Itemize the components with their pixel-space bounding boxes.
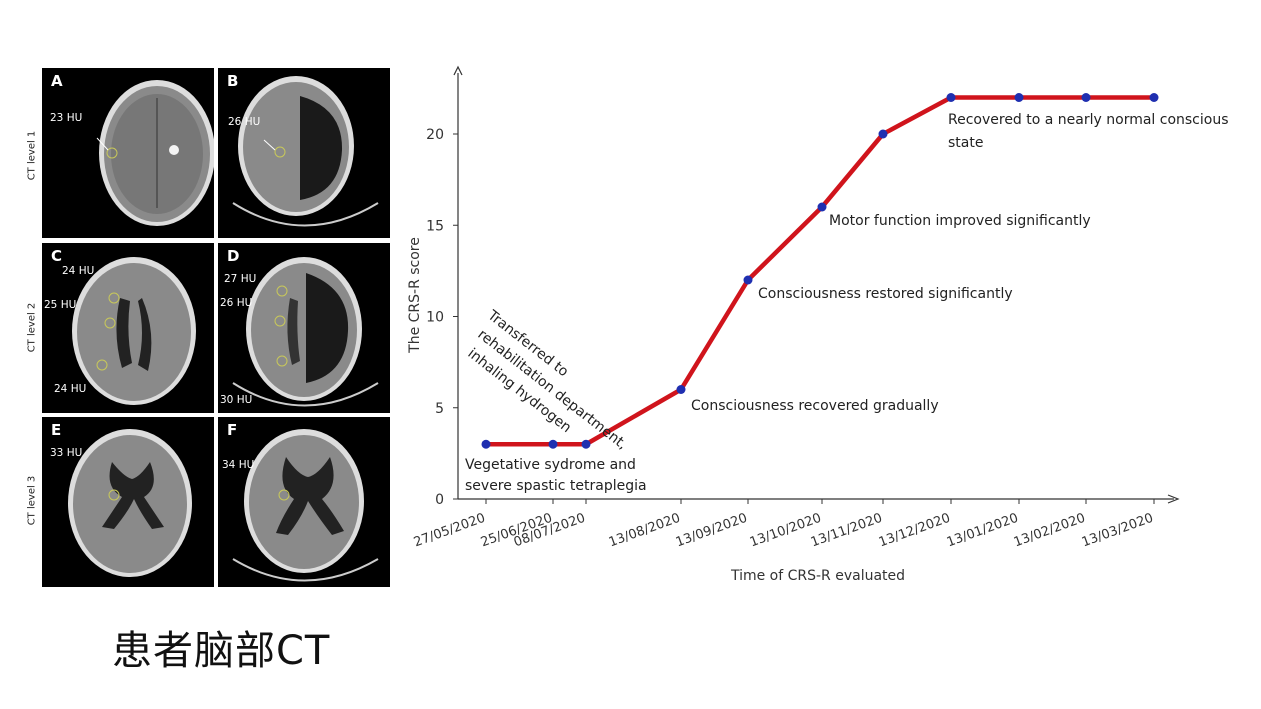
ct-panel-d: D 27 HU 26 HU 30 HU xyxy=(218,243,390,413)
data-point xyxy=(1081,93,1091,102)
data-point xyxy=(548,439,558,449)
hu-label: 24 HU xyxy=(54,383,87,395)
chart-annotation: rehabilitation department, xyxy=(475,327,630,453)
data-point xyxy=(743,275,753,285)
hu-label: 26 HU xyxy=(228,116,261,128)
ct-panel-b: B 26 HU xyxy=(218,68,390,238)
data-point xyxy=(1149,93,1159,102)
x-tick-label: 13/02/2020 xyxy=(1012,511,1088,551)
chart-annotation: Consciousness restored significantly xyxy=(758,286,1013,302)
hu-label: 24 HU xyxy=(62,265,95,277)
hu-label: 34 HU xyxy=(222,459,255,471)
x-tick-label: 13/12/2020 xyxy=(877,511,953,551)
panel-letter: A xyxy=(51,72,63,90)
row-label-ct-level-2: CT level 2 xyxy=(26,302,38,353)
x-axis-label: Time of CRS-R evaluated xyxy=(730,568,905,584)
chart-annotation: severe spastic tetraplegia xyxy=(465,478,647,494)
data-point xyxy=(481,439,491,449)
ct-panel-e: E 33 HU xyxy=(42,417,214,587)
row-label-ct-level-1: CT level 1 xyxy=(26,130,38,181)
chart-annotation: state xyxy=(948,135,983,151)
ct-scan-image xyxy=(232,429,379,582)
ct-panel-a: A 23 HU xyxy=(42,68,214,238)
hu-label: 33 HU xyxy=(50,447,83,459)
x-axis-arrow-icon xyxy=(1167,494,1180,504)
y-axis-label: The CRS-R score xyxy=(407,237,423,354)
x-tick-label: 13/01/2020 xyxy=(945,511,1021,551)
panel-letter: F xyxy=(227,421,238,439)
data-point xyxy=(878,129,888,139)
data-point xyxy=(676,385,686,394)
crs-r-series-line xyxy=(483,95,1157,447)
ct-figure: CT level 1 CT level 2 CT level 3 A 23 HU… xyxy=(0,0,400,600)
y-axis-arrow-icon xyxy=(453,65,463,76)
ct-scan-image xyxy=(72,257,196,405)
ct-panel-c: C 24 HU 25 HU 24 HU xyxy=(42,243,214,413)
x-tick-label: 13/09/2020 xyxy=(674,511,750,551)
hu-label: 30 HU xyxy=(220,394,253,406)
y-tick-label: 10 xyxy=(426,310,444,326)
hu-label: 25 HU xyxy=(44,299,77,311)
figure-caption: 患者脑部CT xyxy=(112,628,331,674)
y-tick-label: 5 xyxy=(435,401,444,417)
x-tick-label: 27/05/2020 xyxy=(412,511,488,551)
ct-scan-image xyxy=(96,80,214,226)
data-point xyxy=(1014,93,1024,102)
ct-scan-image xyxy=(232,76,379,227)
panel-letter: B xyxy=(227,72,239,90)
y-tick-label: 15 xyxy=(426,218,444,234)
ct-scan-image xyxy=(68,429,192,577)
chart-annotation: Recovered to a nearly normal conscious xyxy=(948,112,1229,128)
hu-label: 26 HU xyxy=(220,297,253,309)
row-label-ct-level-3: CT level 3 xyxy=(26,475,38,526)
y-tick-label: 0 xyxy=(435,492,444,508)
chart-annotation: Vegetative sydrome and xyxy=(465,457,636,473)
hu-label: 23 HU xyxy=(50,112,83,124)
panel-letter: E xyxy=(51,421,62,439)
data-point xyxy=(817,202,827,212)
x-tick-label: 13/08/2020 xyxy=(607,511,683,551)
hu-label: 27 HU xyxy=(224,273,257,285)
chart-annotation: Motor function improved significantly xyxy=(829,213,1091,229)
x-tick-label: 13/03/2020 xyxy=(1080,511,1156,551)
data-point xyxy=(581,439,591,449)
ct-panel-f: F 34 HU xyxy=(218,417,390,587)
panel-letter: C xyxy=(51,247,63,265)
panel-letter: D xyxy=(227,247,240,265)
chart-annotation: Consciousness recovered gradually xyxy=(691,398,939,414)
ct-scan-image xyxy=(232,257,379,407)
y-tick-label: 20 xyxy=(426,127,444,143)
data-point xyxy=(946,93,956,102)
